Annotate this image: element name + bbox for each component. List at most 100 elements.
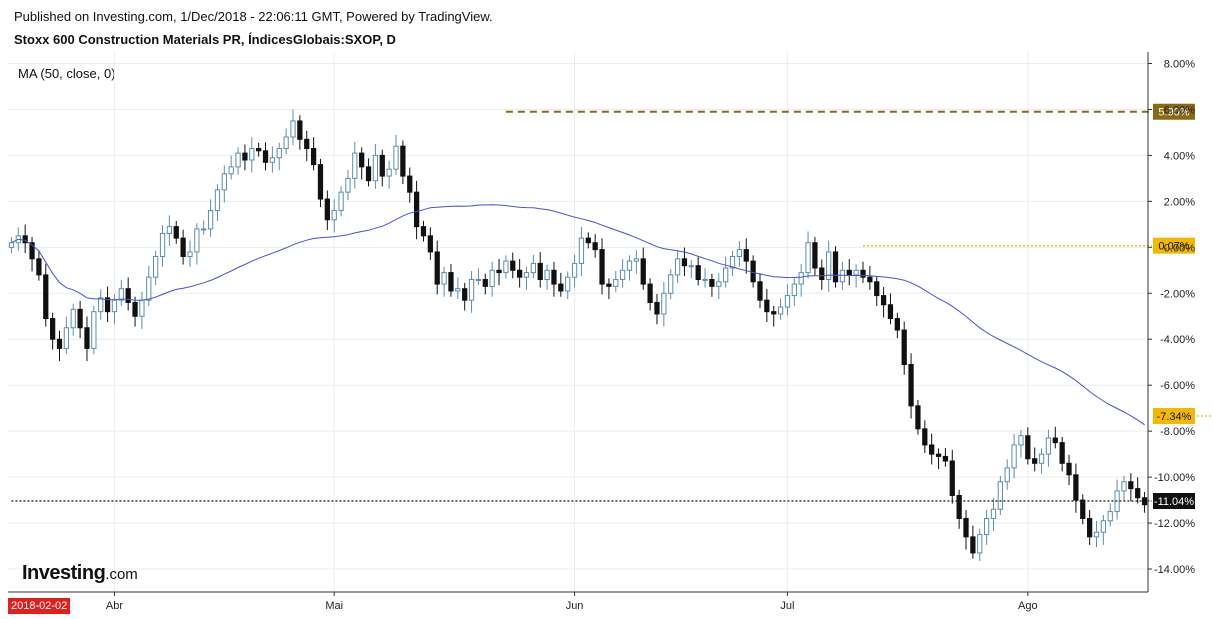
candle-down	[949, 460, 955, 496]
candle-down	[427, 235, 433, 253]
y-tick-label: -12.00%	[1154, 518, 1195, 530]
candle-up	[1121, 481, 1127, 492]
candle-down	[887, 304, 894, 320]
y-tick-label: -4.00%	[1160, 334, 1195, 346]
candle-up	[1018, 435, 1024, 446]
candle-down	[599, 249, 605, 285]
candle-up	[475, 278, 482, 281]
ma-line	[11, 204, 1145, 426]
candle-down	[647, 283, 653, 303]
y-tick-label: -14.00%	[1154, 564, 1195, 576]
candle-up	[91, 311, 97, 349]
candle-up	[338, 191, 344, 212]
candle-down	[606, 283, 612, 287]
y-tick-label: -6.00%	[1160, 380, 1195, 392]
candle-down	[462, 288, 468, 301]
y-tick-label: -2.00%	[1160, 288, 1195, 300]
candle-up	[702, 278, 708, 281]
candle-up	[386, 168, 392, 177]
investing-logo[interactable]: Investing.com	[22, 562, 138, 585]
candle-down	[764, 299, 770, 313]
candle-down	[709, 278, 715, 287]
candle-down	[413, 191, 420, 228]
candle-down	[757, 281, 763, 301]
candle-up	[153, 256, 159, 278]
candle-down	[963, 517, 969, 538]
candle-up	[523, 272, 530, 278]
candle-up	[283, 136, 289, 150]
candle-down	[56, 338, 63, 349]
candle-up	[166, 226, 173, 235]
candle-down	[29, 242, 35, 260]
candle-up	[455, 288, 461, 292]
y-tick-label: 0.00%	[1164, 242, 1195, 254]
candle-down	[379, 154, 385, 177]
candle-down	[22, 235, 28, 244]
candle-up	[159, 233, 166, 258]
candle-down	[1059, 442, 1065, 464]
candle-down	[867, 276, 873, 283]
level-tag	[1153, 237, 1195, 254]
candle-down	[77, 308, 83, 329]
candle-down	[970, 536, 976, 554]
y-tick-label: 4.00%	[1164, 150, 1195, 162]
candle-down	[1032, 458, 1038, 464]
candle-down	[819, 267, 825, 280]
candle-down	[1086, 517, 1093, 538]
level-tag	[1153, 407, 1195, 424]
candle-down	[84, 327, 90, 349]
candle-up	[729, 256, 736, 269]
y-tick-label: -8.00%	[1160, 426, 1195, 438]
candle-down	[434, 251, 440, 285]
candle-down	[496, 269, 502, 274]
candle-down	[640, 258, 646, 285]
candle-up	[688, 265, 694, 268]
candle-up	[269, 157, 276, 163]
candle-down	[36, 258, 42, 276]
grid	[8, 52, 1148, 592]
candle-up	[276, 148, 282, 159]
candle-down	[956, 494, 962, 519]
candle-down	[1128, 481, 1134, 490]
logo-brand: Investing	[22, 562, 106, 584]
candle-down	[922, 428, 928, 446]
x-tick-label: Mai	[325, 600, 343, 612]
candle-down	[262, 150, 269, 163]
candle-up	[1045, 437, 1052, 455]
x-tick-label: Ago	[1018, 600, 1038, 612]
candle-down	[420, 226, 427, 237]
candle-up	[111, 299, 118, 313]
candle-down	[551, 269, 557, 285]
candle-up	[633, 258, 640, 262]
candle-up	[1011, 444, 1017, 469]
level-tag-label: 5.90%	[1158, 107, 1189, 119]
horizontal-levels: 5.90% 0.07% -7.34% -11.04%	[11, 103, 1213, 510]
candle-down	[860, 269, 866, 278]
candle-down	[510, 260, 516, 271]
ma-indicator-label[interactable]: MA (50, close, 0)	[18, 66, 116, 81]
candle-up	[977, 534, 983, 554]
candle-up	[578, 237, 585, 264]
candle-down	[874, 281, 880, 297]
level-tag	[1153, 493, 1195, 510]
start-date-tag: 2018-02-02	[8, 598, 71, 614]
candle-down	[304, 138, 310, 150]
candle-up	[1038, 453, 1045, 464]
candle-down	[125, 288, 131, 303]
candle-down	[894, 318, 900, 331]
candle-up	[565, 276, 571, 292]
candle-up	[661, 292, 667, 315]
candle-up	[187, 251, 193, 258]
candle-up	[468, 278, 475, 301]
candle-down	[695, 265, 701, 280]
candle-down	[297, 120, 303, 140]
level-tag-label: -7.34%	[1157, 411, 1192, 423]
candle-up	[201, 228, 207, 231]
candle-up	[249, 148, 255, 161]
candle-down	[558, 283, 564, 292]
candle-up	[63, 327, 70, 349]
candle-down	[915, 405, 921, 430]
candle-down	[1066, 462, 1072, 476]
candle-down	[908, 364, 914, 407]
